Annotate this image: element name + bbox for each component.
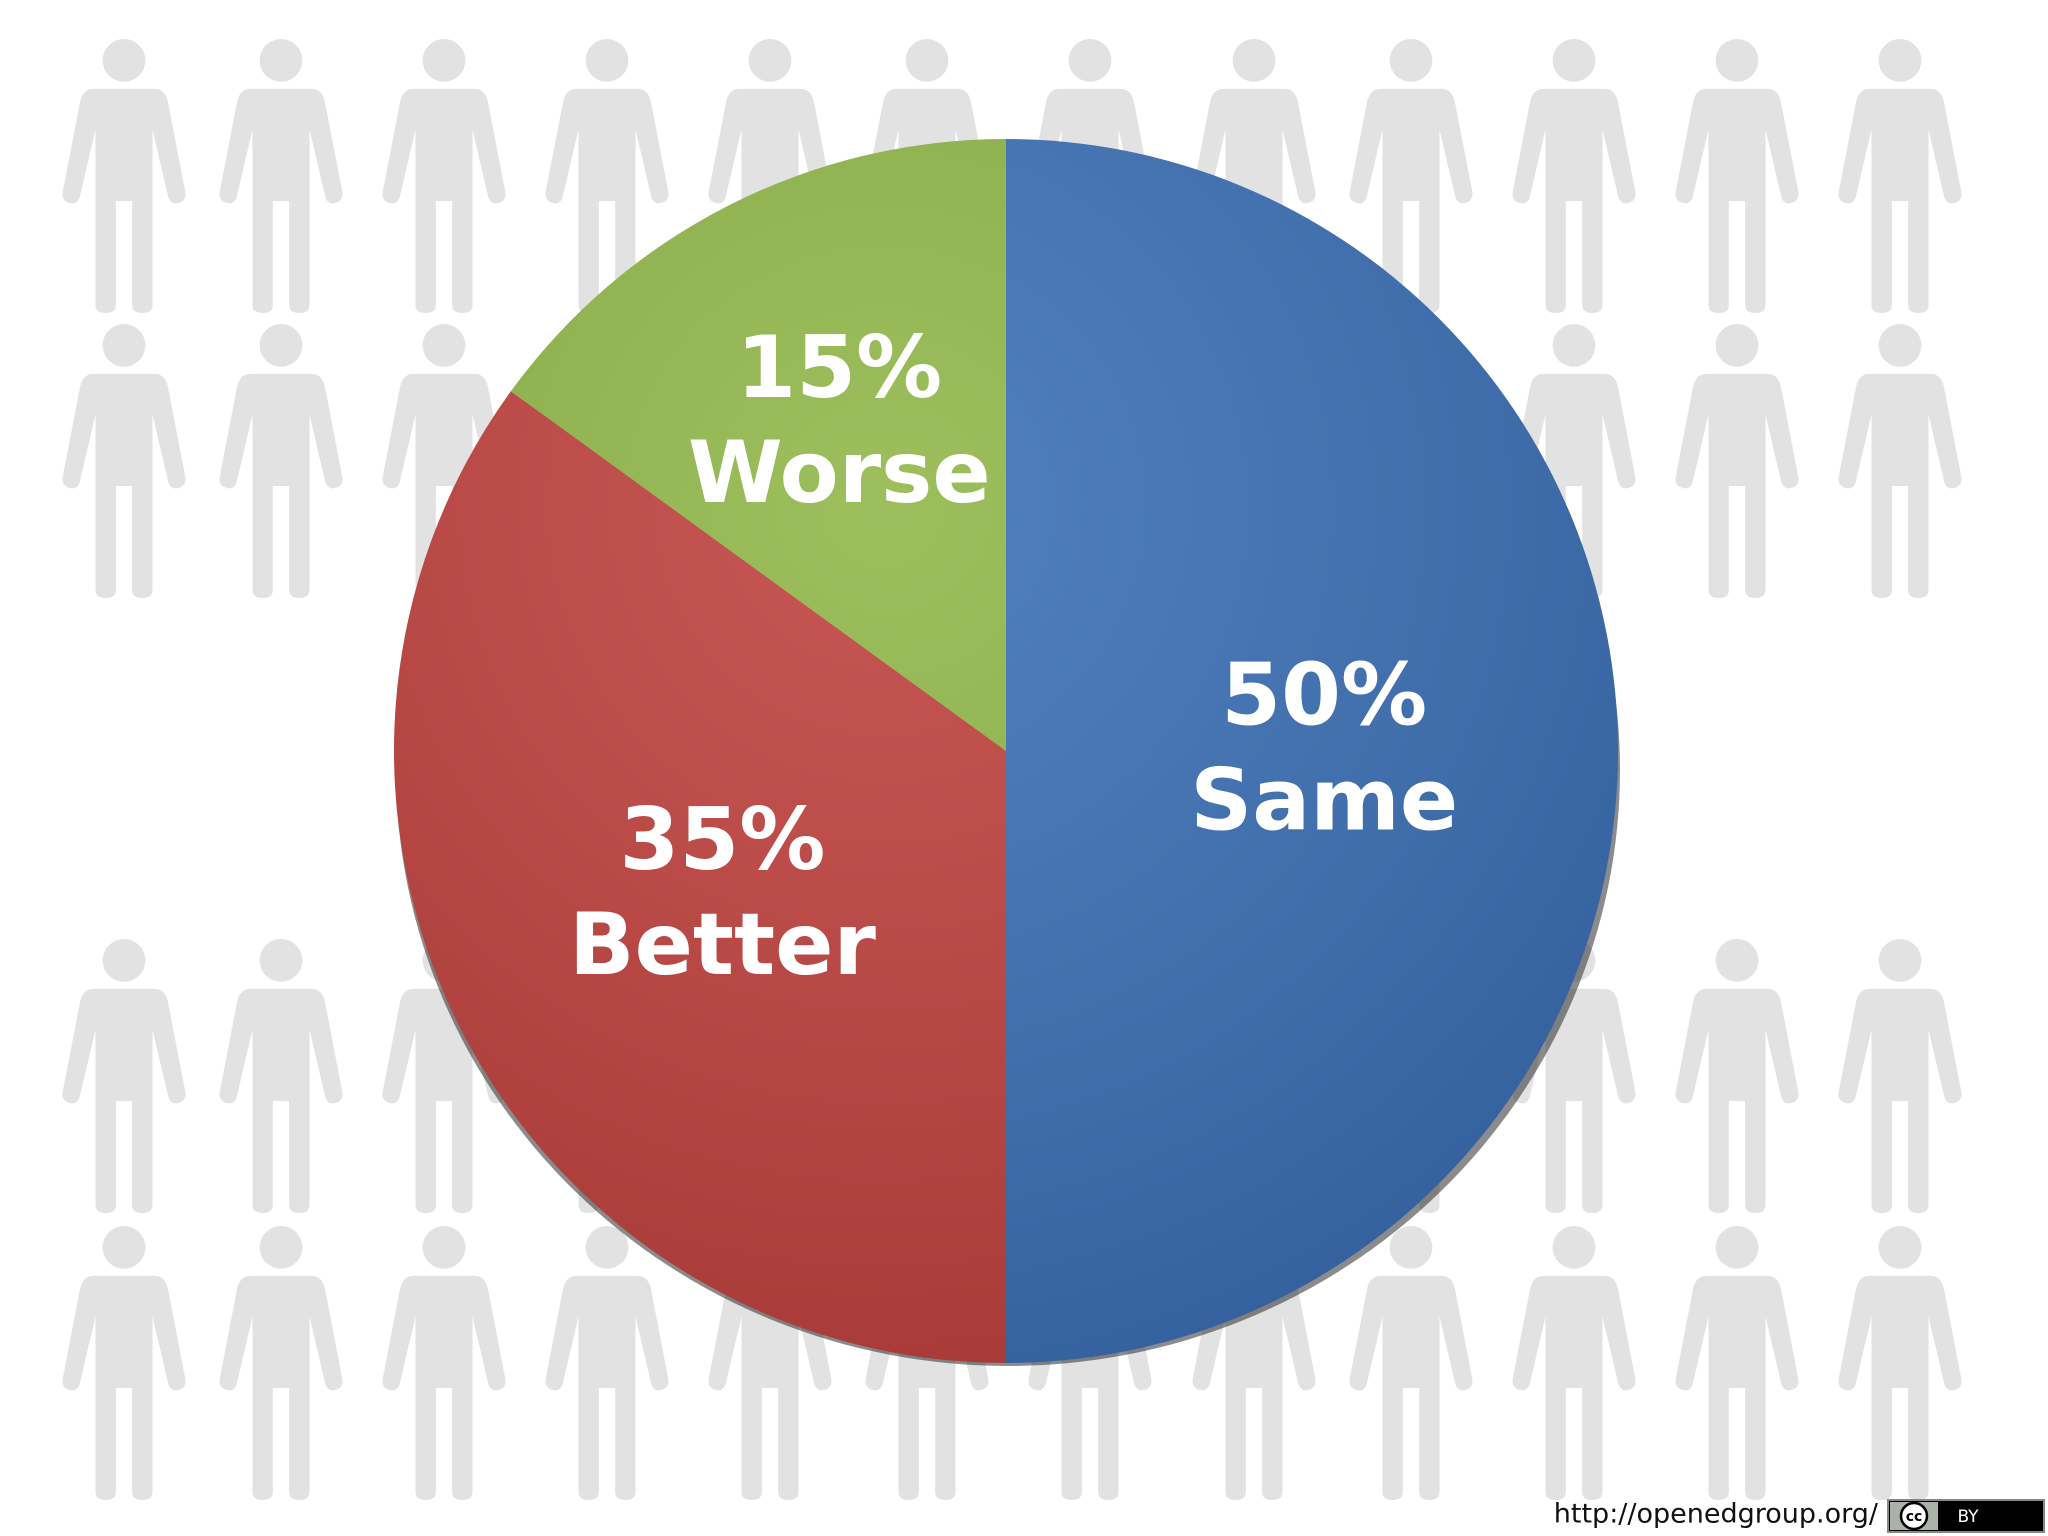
slice-category-label: Better [569,895,876,995]
slice-value-label: 35% [620,790,826,890]
source-url: http://openedgroup.org/ [1554,1499,1879,1530]
slice-category-label: Worse [688,423,991,523]
cc-icon-text: cc [1906,1509,1923,1525]
license-badge: cc BY [1887,1499,2045,1533]
slice-category-label: Same [1190,750,1458,850]
cc-circle [1899,1501,1929,1531]
slice-value-label: 15% [736,318,942,418]
slice-value-label: 50% [1221,645,1427,745]
slice-labels: 50%Same 35%Better 15%Worse [569,318,1458,995]
license-label: BY [1957,1507,1979,1527]
